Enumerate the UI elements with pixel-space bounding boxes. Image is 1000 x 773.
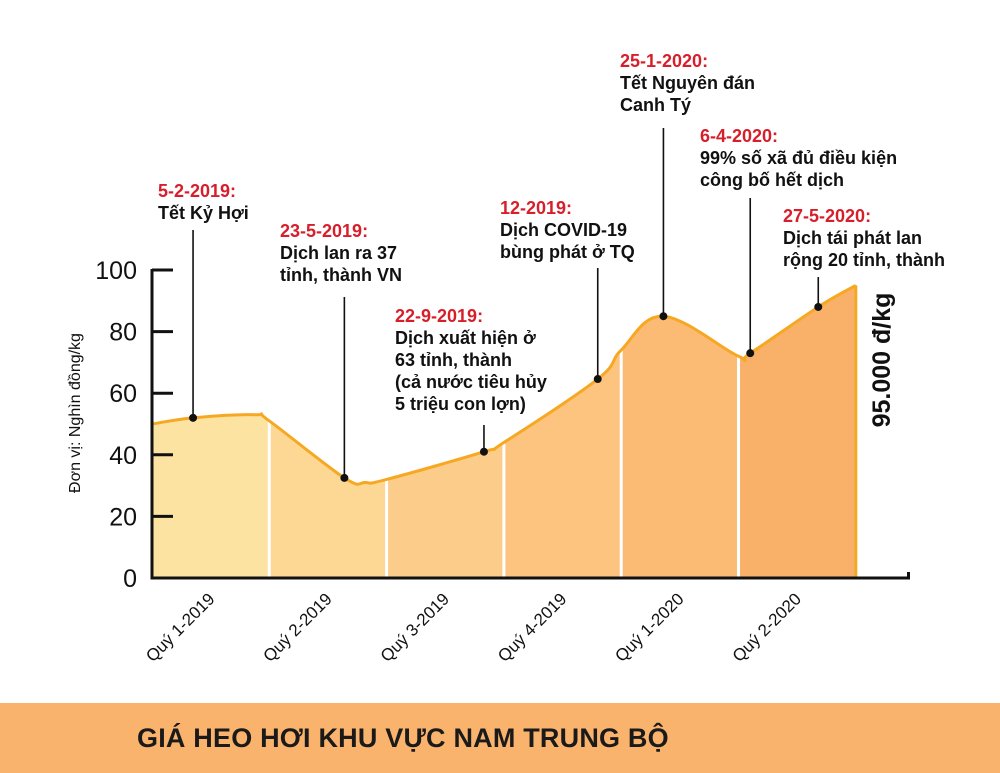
annotation-date: 22-9-2019: [395, 306, 484, 326]
annotation-text: Tết Kỷ Hợi [158, 203, 249, 223]
x-tick-label: Quý 1-2019 [142, 589, 218, 665]
annotation-text: 99% số xã đủ điều kiện [700, 148, 898, 168]
annotation: 5-2-2019: Tết Kỷ Hợi [158, 180, 249, 224]
quarter-fill [738, 285, 856, 578]
annotation-dot [746, 349, 755, 358]
annotation-text: Dịch tái phát lan [783, 228, 923, 248]
y-tick-label: 40 [109, 442, 137, 470]
y-tick-label: 0 [123, 565, 137, 593]
annotation-date: 5-2-2019: [158, 181, 237, 201]
y-axis-label: Đơn vị: Nghìn đồng/kg [67, 333, 84, 493]
annotation: 23-5-2019: Dịch lan ra 37 tỉnh, thành VN [280, 220, 402, 286]
annotation-text: (cả nước tiêu hủy [395, 372, 547, 392]
annotation-date: 6-4-2020: [700, 126, 779, 146]
annotation-text: Dịch COVID-19 [500, 220, 628, 240]
annotation: 25-1-2020: Tết Nguyên đán Canh Tý [620, 50, 755, 116]
chart-title: GIÁ HEO HƠI KHU VỰC NAM TRUNG BỘ [137, 723, 669, 753]
annotation-dot [593, 375, 602, 384]
annotation-date: 12-2019: [500, 198, 573, 218]
annotation-dot [340, 473, 349, 482]
quarter-fill [503, 285, 622, 578]
annotation-date: 25-1-2020: [620, 51, 709, 71]
x-tick-label: Quý 2-2019 [260, 589, 336, 665]
end-price-label: 95.000 đ/kg [868, 293, 896, 428]
x-tick-label: Quý 4-2019 [494, 589, 570, 665]
annotation: 27-5-2020: Dịch tái phát lan rộng 20 tỉnh,… [783, 205, 945, 271]
annotation-text: 63 tỉnh, thành [395, 350, 512, 370]
x-tick-label: Quý 1-2020 [611, 589, 687, 665]
y-tick-label: 60 [109, 380, 137, 408]
annotation-dot [479, 447, 488, 456]
x-tick-label: Quý 3-2019 [377, 589, 453, 665]
annotation-text: Dịch lan ra 37 [280, 243, 398, 263]
y-tick-label: 80 [109, 319, 137, 347]
footer-band: GIÁ HEO HƠI KHU VỰC NAM TRUNG BỘ [0, 703, 1000, 773]
annotation-dot [189, 413, 198, 422]
annotation: 22-9-2019: Dịch xuất hiện ở 63 tỉnh, thành… [395, 305, 547, 415]
annotation-date: 23-5-2019: [280, 221, 369, 241]
annotation-text: rộng 20 tỉnh, thành [783, 250, 945, 270]
annotation-text: bùng phát ở TQ [500, 242, 635, 262]
annotation-text: tỉnh, thành VN [280, 265, 402, 285]
annotation-text: Dịch xuất hiện ở [395, 328, 536, 348]
y-tick-label: 100 [95, 257, 137, 285]
annotation: 12-2019: Dịch COVID-19 bùng phát ở TQ [500, 197, 635, 263]
y-tick-label: 20 [109, 503, 137, 531]
annotation-text: công bố hết dịch [700, 170, 844, 190]
price-line [151, 284, 857, 486]
quarter-fill [386, 285, 504, 578]
annotation-date: 27-5-2020: [783, 206, 872, 226]
annotation-dot [659, 312, 668, 321]
quarter-fill [152, 285, 270, 578]
quarter-fill [269, 285, 387, 578]
annotation-text: Canh Tý [620, 95, 692, 115]
annotation-text: Tết Nguyên đán [620, 73, 756, 93]
annotation-text: 5 triệu con lợn) [395, 394, 526, 414]
x-tick-label: Quý 2-2020 [729, 589, 805, 665]
annotation-dot [814, 302, 823, 311]
annotation: 6-4-2020: 99% số xã đủ điều kiện công bố h… [700, 125, 897, 191]
